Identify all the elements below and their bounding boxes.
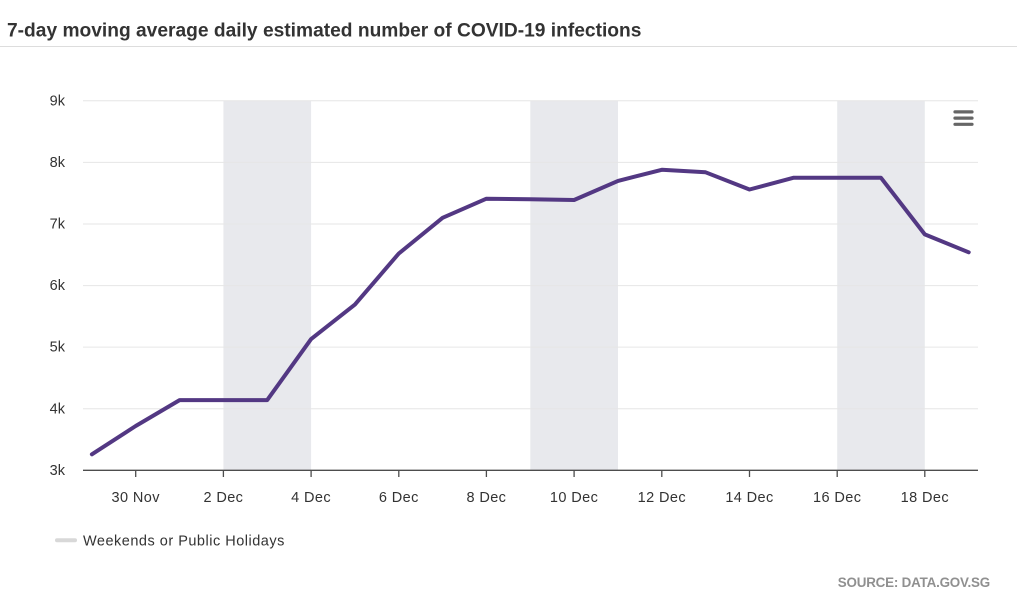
svg-text:16 Dec: 16 Dec xyxy=(813,490,861,506)
svg-text:14 Dec: 14 Dec xyxy=(725,490,773,506)
svg-text:Weekends or Public Holidays: Weekends or Public Holidays xyxy=(83,533,285,549)
svg-text:30 Nov: 30 Nov xyxy=(112,490,161,506)
svg-text:8k: 8k xyxy=(50,155,66,171)
svg-text:7k: 7k xyxy=(50,217,66,233)
svg-text:4 Dec: 4 Dec xyxy=(291,490,331,506)
svg-text:7-day moving average daily est: 7-day moving average daily estimated num… xyxy=(7,20,641,41)
svg-text:4k: 4k xyxy=(50,401,66,417)
svg-text:3k: 3k xyxy=(50,463,66,479)
svg-text:5k: 5k xyxy=(50,340,66,356)
svg-text:10 Dec: 10 Dec xyxy=(550,490,598,506)
svg-text:12 Dec: 12 Dec xyxy=(638,490,686,506)
svg-text:9k: 9k xyxy=(50,93,66,109)
svg-text:6 Dec: 6 Dec xyxy=(379,490,419,506)
svg-text:6k: 6k xyxy=(50,278,66,294)
svg-text:8 Dec: 8 Dec xyxy=(466,490,506,506)
svg-text:SOURCE: DATA.GOV.SG: SOURCE: DATA.GOV.SG xyxy=(838,575,990,590)
svg-text:2 Dec: 2 Dec xyxy=(203,490,243,506)
svg-text:18 Dec: 18 Dec xyxy=(901,490,949,506)
